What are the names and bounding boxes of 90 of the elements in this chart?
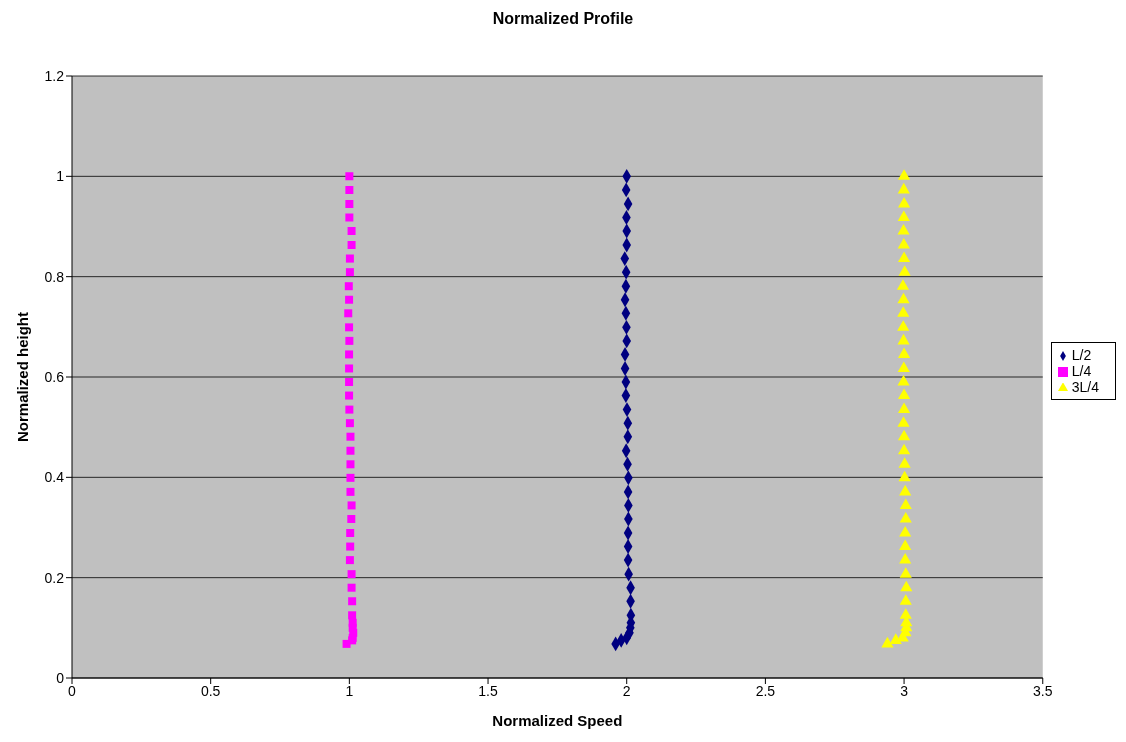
- point: [347, 570, 356, 579]
- point: [897, 224, 910, 235]
- point: [899, 553, 912, 564]
- point: [899, 498, 912, 509]
- point: [346, 446, 355, 455]
- point: [345, 556, 354, 565]
- chart-title: Normalized Profile: [491, 10, 635, 28]
- x-tick-label: 3.5: [1033, 682, 1053, 699]
- point: [897, 169, 911, 180]
- point: [897, 347, 911, 358]
- y-tick-label: 0.6: [44, 368, 65, 385]
- x-tick-label: 0: [68, 682, 77, 699]
- point: [889, 633, 902, 644]
- point: [897, 443, 911, 455]
- point: [881, 636, 894, 648]
- y-tick-label: 1.2: [44, 67, 65, 84]
- point: [897, 238, 910, 249]
- point: [898, 470, 911, 482]
- x-tick-label: 2.5: [755, 682, 776, 699]
- legend-label: 3L/4: [1071, 379, 1099, 395]
- point: [345, 405, 354, 414]
- point: [897, 402, 911, 414]
- point: [345, 350, 354, 359]
- point: [899, 511, 912, 523]
- y-tick-label: 0.8: [44, 268, 65, 285]
- point: [345, 199, 354, 208]
- x-axis-title: Normalized Speed: [492, 712, 623, 729]
- point: [345, 268, 354, 277]
- legend-label: L/4: [1071, 363, 1092, 379]
- point: [344, 309, 353, 318]
- point: [345, 364, 354, 373]
- y-tick-label: 0.2: [44, 569, 65, 586]
- point: [348, 611, 357, 620]
- point: [900, 580, 913, 592]
- point: [347, 501, 356, 510]
- legend-label: L/2: [1071, 347, 1092, 363]
- point: [346, 529, 355, 538]
- point: [899, 526, 912, 537]
- point: [346, 487, 355, 496]
- point: [347, 227, 356, 236]
- point: [899, 539, 912, 551]
- point: [898, 457, 911, 468]
- y-tick-label: 0.4: [44, 469, 65, 486]
- point: [345, 378, 354, 387]
- point: [347, 514, 356, 523]
- point: [897, 320, 910, 331]
- point: [897, 375, 910, 386]
- point: [347, 241, 356, 250]
- y-tick-label: 1: [56, 168, 65, 185]
- point: [345, 172, 354, 181]
- point: [346, 432, 355, 441]
- point: [897, 333, 910, 345]
- point: [346, 473, 355, 482]
- x-tick-label: 1.5: [478, 682, 498, 699]
- y-tick-label: 0: [56, 669, 65, 686]
- point: [897, 306, 910, 317]
- point: [899, 484, 912, 496]
- point: [348, 597, 357, 606]
- point: [347, 583, 356, 592]
- point: [346, 542, 355, 551]
- point: [899, 608, 912, 619]
- point: [897, 388, 911, 400]
- point: [897, 210, 910, 221]
- x-tick-label: 3: [900, 682, 909, 699]
- point: [897, 251, 911, 263]
- point: [346, 460, 355, 469]
- point: [345, 213, 354, 222]
- point: [345, 323, 354, 332]
- point: [345, 254, 354, 263]
- point: [344, 282, 353, 291]
- x-tick-label: 2: [622, 682, 631, 699]
- y-axis-title: Normalized height: [13, 311, 31, 443]
- point: [897, 292, 910, 304]
- point: [345, 295, 354, 304]
- point: [897, 196, 911, 208]
- point: [345, 336, 354, 345]
- point: [897, 429, 911, 441]
- point: [897, 182, 910, 194]
- point: [899, 594, 912, 605]
- x-tick-label: 1: [345, 682, 354, 699]
- point: [345, 391, 354, 400]
- point: [345, 419, 354, 428]
- point: [897, 361, 910, 372]
- point: [897, 416, 910, 427]
- point: [896, 279, 910, 290]
- point: [345, 185, 354, 194]
- point: [342, 639, 351, 648]
- x-tick-label: 0.5: [200, 682, 221, 699]
- point: [898, 265, 911, 276]
- point: [899, 567, 912, 578]
